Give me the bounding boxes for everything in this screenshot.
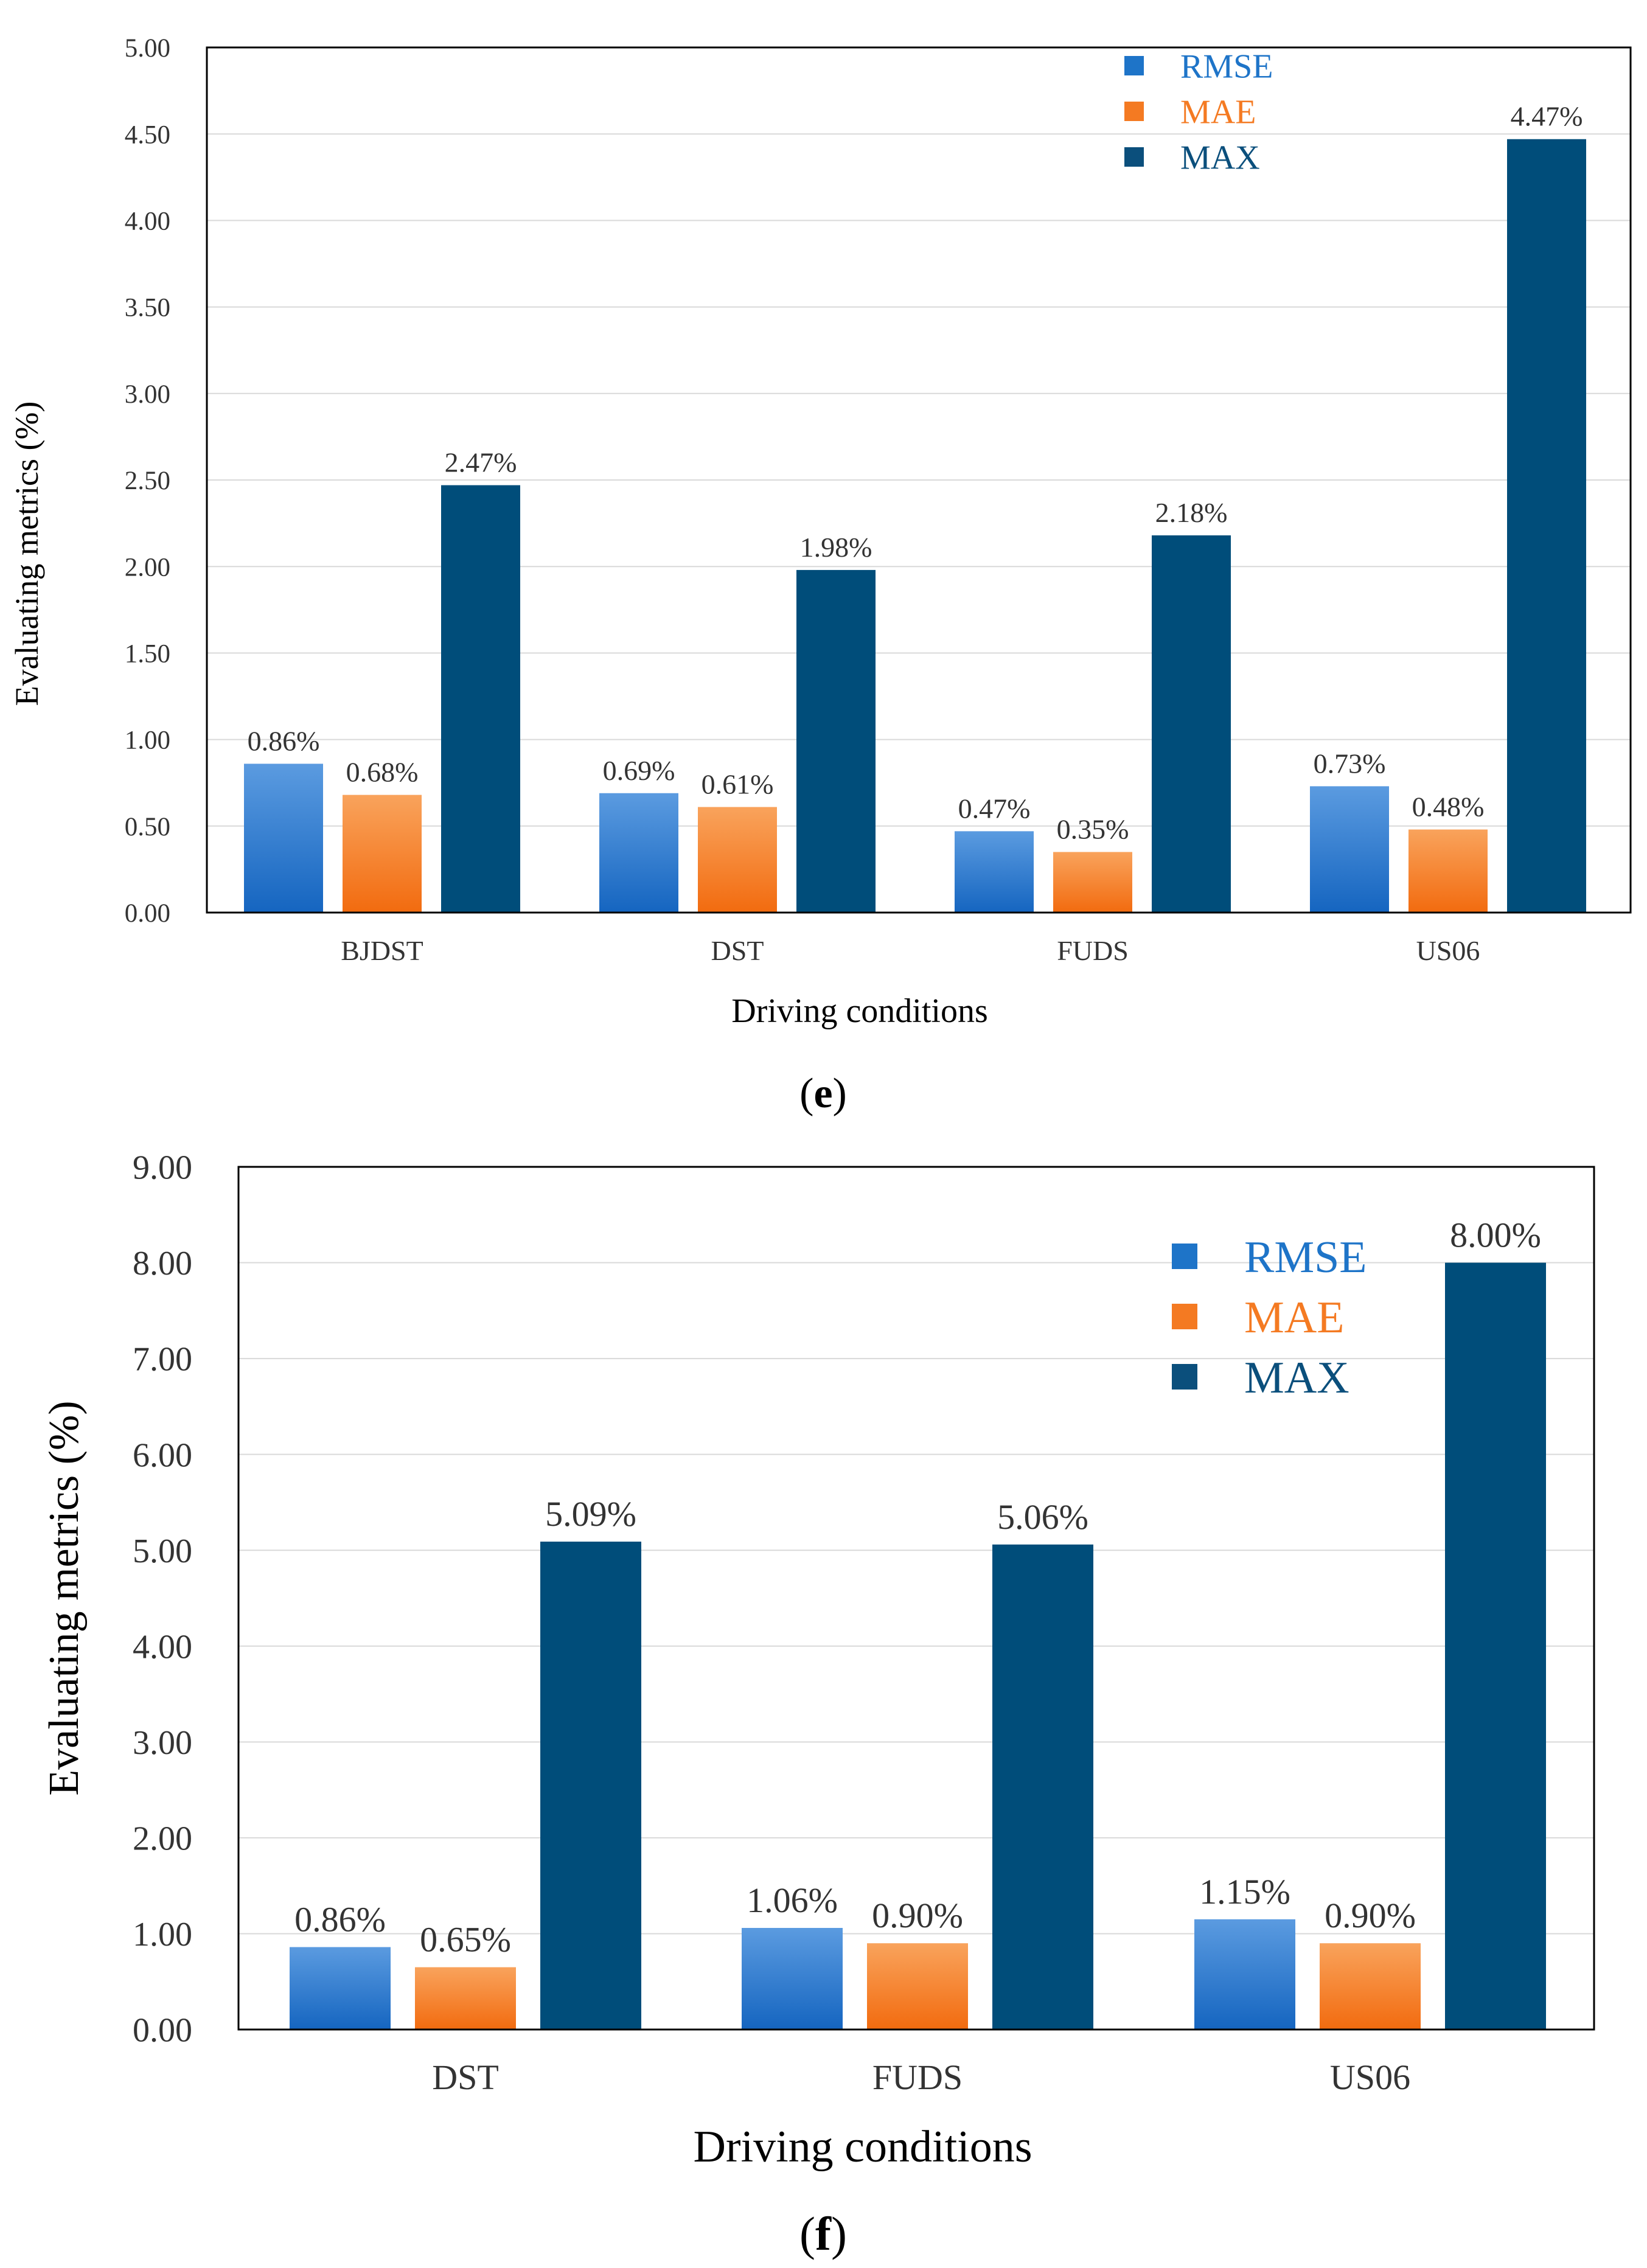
panel-e-bar-rmse-bjdst [244,764,323,913]
panel-e-data-label-rmse-us06: 0.73% [1314,748,1386,779]
panel-f-bar-mae-fuds [867,1943,968,2030]
panel-e-category-label-us06: US06 [1416,935,1480,966]
panel-e-data-label-max-bjdst: 2.47% [445,447,517,478]
panel-f-caption-label: (f) [799,2207,847,2260]
panel-f-y-tick-label: 0.00 [133,2012,192,2050]
panel-e-y-tick-label: 2.00 [125,553,170,582]
panel-f-bar-mae-dst [415,1967,516,2030]
panel-e-data-label-mae-dst: 0.61% [702,769,774,800]
panel-e-x-axis-title: Driving conditions [731,992,988,1030]
panel-e-category-label-fuds: FUDS [1057,935,1129,966]
panel-e-bar-max-fuds [1152,535,1231,913]
panel-e-y-tick-label: 3.00 [125,380,170,409]
panel-e-category-label-bjdst: BJDST [341,935,423,966]
panel-e-y-tick-label: 1.50 [125,639,170,668]
panel-f-data-label-rmse-us06: 1.15% [1199,1872,1290,1911]
panel-f-y-tick-label: 6.00 [133,1436,192,1474]
panel-f-y-tick-label: 1.00 [133,1916,192,1953]
panel-e-data-label-mae-us06: 0.48% [1412,791,1485,822]
panel-f-data-label-max-dst: 5.09% [545,1494,636,1534]
panel-f-legend-swatch-mae [1172,1304,1197,1329]
panel-e-bar-max-us06 [1507,139,1586,913]
panel-f-y-tick-label: 7.00 [133,1341,192,1379]
panel-e-bar-mae-us06 [1408,829,1488,913]
panel-e-bar-mae-bjdst [343,795,422,913]
panel-f-bar-max-us06 [1445,1262,1546,2030]
panel-f-bar-rmse-fuds [742,1927,843,2030]
panel-f-data-label-mae-fuds: 0.90% [872,1896,963,1935]
panel-e-legend-label-max: MAX [1180,139,1260,177]
panel-e-y-tick-label: 5.00 [125,34,170,63]
panel-e-data-label-max-fuds: 2.18% [1155,497,1228,528]
panel-f-y-tick-label: 9.00 [133,1149,192,1187]
panel-e-data-label-max-us06: 4.47% [1511,101,1583,132]
panel-e-y-tick-label: 0.50 [125,813,170,841]
panel-f-data-label-rmse-dst: 0.86% [294,1900,386,1939]
panel-f-data-label-mae-us06: 0.90% [1325,1896,1416,1935]
panel-f-legend-swatch-rmse [1172,1244,1197,1269]
panel-f-category-label-fuds: FUDS [872,2058,963,2097]
panel-e-data-label-rmse-bjdst: 0.86% [248,725,320,756]
panel-e-y-axis-title: Evaluating metrics (%) [9,402,45,706]
panel-f-y-axis-title: Evaluating metrics (%) [41,1400,88,1795]
panel-f-legend-swatch-max [1172,1364,1197,1390]
panel-e-legend-swatch-rmse [1124,56,1144,75]
panel-f-bar-mae-us06 [1320,1943,1421,2030]
panel-e-y-tick-label: 0.00 [125,899,170,928]
panel-e-y-tick-label: 2.50 [125,467,170,495]
panel-f-bar-max-dst [540,1542,641,2030]
panel-e-bar-rmse-dst [599,793,678,913]
panel-e-legend-label-rmse: RMSE [1180,48,1273,86]
panel-f-legend-label-max: MAX [1244,1353,1349,1403]
panel-f-y-tick-label: 2.00 [133,1820,192,1857]
panel-f-bar-max-fuds [992,1544,1093,2030]
panel-e-bar-rmse-us06 [1310,786,1389,913]
panel-f-bar-rmse-dst [290,1947,391,2030]
panel-e-y-tick-label: 4.00 [125,207,170,235]
panel-f-x-axis-title: Driving conditions [693,2122,1032,2172]
panel-f-data-label-max-fuds: 5.06% [997,1497,1088,1537]
panel-e-y-tick-label: 3.50 [125,294,170,322]
panel-e-caption-label: (e) [799,1070,847,1117]
panel-f-data-label-rmse-fuds: 1.06% [747,1880,838,1920]
panel-f-bar-rmse-us06 [1194,1919,1295,2030]
panel-e-data-label-mae-bjdst: 0.68% [346,757,419,788]
panel-f-category-label-us06: US06 [1330,2058,1410,2097]
panel-f-y-tick-label: 5.00 [133,1532,192,1570]
panel-e-category-label-dst: DST [711,935,764,966]
panel-e-data-label-rmse-fuds: 0.47% [958,793,1031,824]
panel-e-bar-rmse-fuds [955,831,1034,913]
panel-e-y-tick-label: 1.00 [125,726,170,755]
panel-f-category-label-dst: DST [432,2058,499,2097]
panel-f-y-tick-label: 3.00 [133,1724,192,1762]
panel-f-legend-label-rmse: RMSE [1244,1233,1367,1282]
panel-e-bar-mae-dst [698,807,777,913]
panel-e-legend-swatch-max [1124,147,1144,167]
panel-e-bar-mae-fuds [1053,852,1132,913]
panel-f-data-label-mae-dst: 0.65% [420,1920,511,1960]
panel-f-data-label-max-us06: 8.00% [1450,1216,1541,1255]
panel-f-y-tick-label: 4.00 [133,1628,192,1666]
panel-f-y-tick-label: 8.00 [133,1245,192,1282]
panel-e-bar-max-dst [796,569,876,913]
panel-e-data-label-max-dst: 1.98% [800,532,872,563]
panel-e-legend-label-mae: MAE [1180,94,1256,131]
panel-e-data-label-mae-fuds: 0.35% [1057,813,1129,844]
panel-e-y-tick-label: 4.50 [125,120,170,149]
panel-e-data-label-rmse-dst: 0.69% [603,755,675,786]
panel-f-legend-label-mae: MAE [1244,1293,1344,1343]
panel-e-legend-swatch-mae [1124,102,1144,121]
panel-e-bar-max-bjdst [441,485,520,913]
